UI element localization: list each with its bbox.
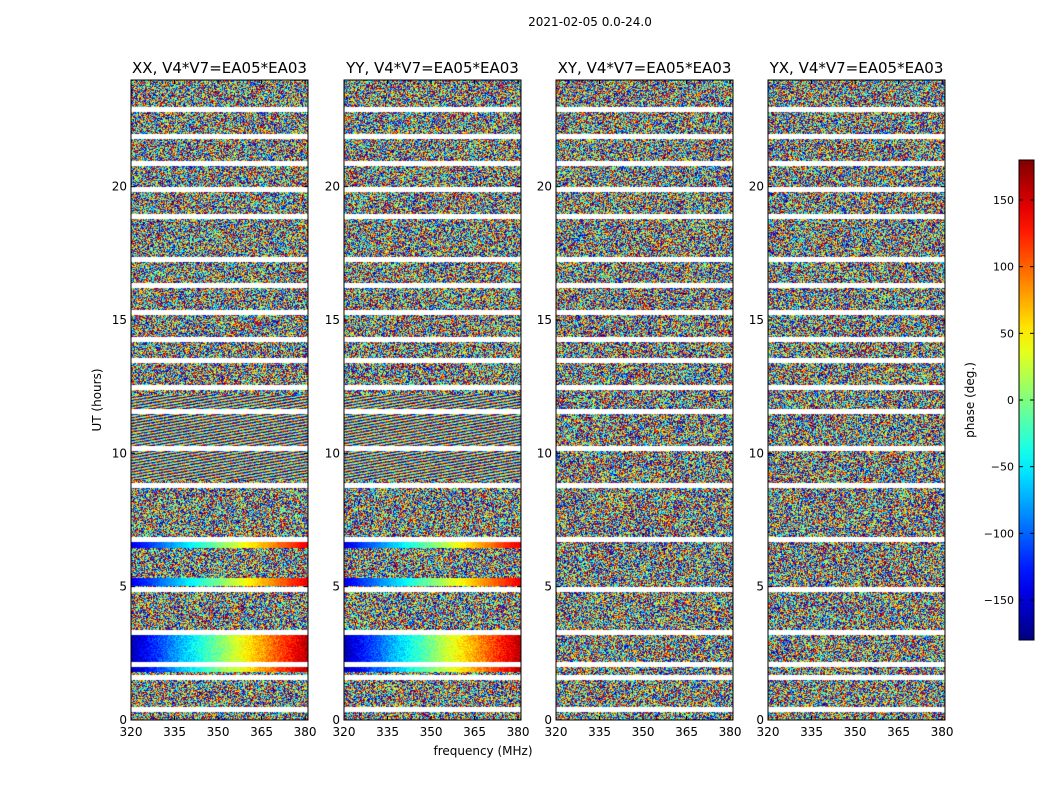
x-tick-label: 350: [207, 725, 230, 739]
panel-title: XX, V4*V7=EA05*EA03: [132, 59, 307, 77]
x-tick-label: 365: [250, 725, 273, 739]
colorbar-tick-label: −150: [984, 594, 1014, 607]
y-tick-label: 15: [325, 313, 340, 327]
y-tick-label: 0: [756, 713, 764, 727]
y-tick-label: 10: [749, 446, 764, 460]
y-tick-label: 20: [749, 180, 764, 194]
panel-yx: YX, V4*V7=EA05*EA03 320 335 350 365 380 0 5 10 15…: [749, 59, 954, 739]
phase-heatmap-xx: [131, 80, 308, 720]
panel-title: XY, V4*V7=EA05*EA03: [558, 59, 732, 77]
x-tick-label: 380: [931, 725, 954, 739]
y-tick-label: 5: [119, 580, 127, 594]
phase-heatmap-yx: [768, 80, 945, 720]
y-tick-label: 5: [332, 580, 340, 594]
y-tick-label: 10: [112, 446, 127, 460]
x-tick-label: 335: [588, 725, 611, 739]
x-tick-label: 350: [844, 725, 867, 739]
colorbar-tick-label: −100: [984, 527, 1014, 540]
figure-suptitle: 2021-02-05 0.0-24.0: [528, 15, 652, 29]
panel-xy: XY, V4*V7=EA05*EA03 320 335 350 365 380 0 5 10 15…: [537, 59, 742, 739]
phase-heatmap-xy: [556, 80, 733, 720]
x-tick-label: 380: [507, 725, 530, 739]
colorbar-tick-label: 100: [993, 261, 1014, 274]
y-tick-label: 20: [112, 180, 127, 194]
x-tick-label: 350: [420, 725, 443, 739]
y-tick-label: 15: [112, 313, 127, 327]
y-tick-label: 10: [537, 446, 552, 460]
y-tick-label: 0: [544, 713, 552, 727]
x-tick-label: 335: [163, 725, 186, 739]
colorbar-tick-label: −50: [991, 461, 1014, 474]
x-tick-label: 320: [120, 725, 143, 739]
axes-frame: [343, 79, 522, 721]
x-tick-label: 320: [333, 725, 356, 739]
x-tick-label: 365: [887, 725, 910, 739]
y-tick-label: 20: [325, 180, 340, 194]
axes-frame: [767, 79, 946, 721]
phase-heatmap-yy: [344, 80, 521, 720]
x-tick-label: 380: [294, 725, 317, 739]
y-tick-label: 5: [544, 580, 552, 594]
y-tick-label: 15: [537, 313, 552, 327]
y-tick-label: 20: [537, 180, 552, 194]
axes-frame: [130, 79, 309, 721]
x-axis-label: frequency (MHz): [433, 744, 532, 758]
x-tick-label: 380: [719, 725, 742, 739]
colorbar: −150 −100 −50 0 50 100 150: [984, 159, 1035, 641]
colorbar-tick-label: 50: [1000, 327, 1014, 340]
y-tick-label: 0: [119, 713, 127, 727]
x-tick-label: 335: [800, 725, 823, 739]
x-tick-label: 335: [376, 725, 399, 739]
x-tick-label: 365: [675, 725, 698, 739]
panel-yy: YY, V4*V7=EA05*EA03 320 335 350 365 380 0 5 10 15…: [325, 59, 530, 739]
y-tick-label: 10: [325, 446, 340, 460]
colorbar-label: phase (deg.): [963, 362, 977, 438]
y-tick-label: 5: [756, 580, 764, 594]
panel-title: YY, V4*V7=EA05*EA03: [345, 59, 519, 77]
x-tick-label: 320: [757, 725, 780, 739]
y-axis-label: UT (hours): [90, 368, 104, 431]
colorbar-tick-label: 0: [1007, 394, 1014, 407]
y-tick-label: 0: [332, 713, 340, 727]
axes-frame: [555, 79, 734, 721]
panel-xx: XX, V4*V7=EA05*EA03 320 335 350 365 380 0 5 10 15…: [112, 59, 317, 739]
colorbar-tick-label: 150: [993, 194, 1014, 207]
panel-title: YX, V4*V7=EA05*EA03: [769, 59, 944, 77]
x-tick-label: 320: [545, 725, 568, 739]
x-tick-label: 365: [463, 725, 486, 739]
y-tick-label: 15: [749, 313, 764, 327]
panels: XX, V4*V7=EA05*EA03 320 335 350 365 380 0 5 10 15…: [112, 59, 954, 739]
x-tick-label: 350: [632, 725, 655, 739]
